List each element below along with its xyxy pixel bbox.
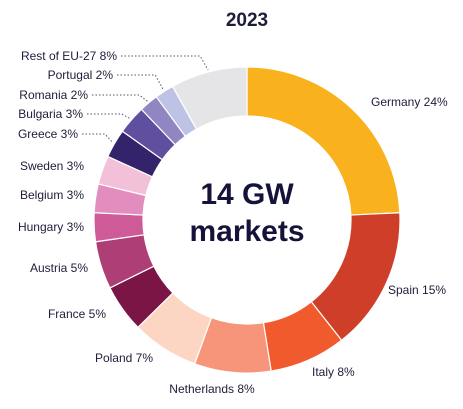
leader-romania-2	[92, 94, 148, 102]
slice-rest-of-eu-27-8	[171, 66, 248, 130]
label-netherlands-8: Netherlands 8%	[169, 382, 255, 396]
label-france-5: France 5%	[48, 307, 106, 321]
label-spain-15: Spain 15%	[388, 283, 446, 297]
slice-labels: Germany 24% Spain 15% Italy 8% Netherlands …	[18, 49, 448, 396]
label-austria-5: Austria 5%	[30, 261, 88, 275]
leader-lines	[82, 55, 209, 143]
label-bulgaria-3: Bulgaria 3%	[18, 107, 83, 121]
label-romania-2: Romania 2%	[19, 88, 88, 102]
label-italy-8: Italy 8%	[312, 365, 355, 379]
leader-bulgaria-3	[87, 113, 131, 119]
leader-rest-of-eu-27-8	[121, 55, 209, 71]
label-poland-7: Poland 7%	[95, 351, 153, 365]
label-rest-of-eu-27-8: Rest of EU-27 8%	[21, 49, 117, 63]
label-hungary-3: Hungary 3%	[18, 220, 84, 234]
leader-portugal-2	[117, 74, 164, 90]
label-portugal-2: Portugal 2%	[48, 68, 114, 82]
label-germany-24: Germany 24%	[371, 95, 448, 109]
donut-slices	[93, 66, 401, 374]
label-greece-3: Greece 3%	[18, 127, 78, 141]
label-sweden-3: Sweden 3%	[20, 159, 84, 173]
leader-greece-3	[82, 133, 114, 143]
center-label-line-1: 14 GW	[200, 178, 294, 211]
label-belgium-3: Belgium 3%	[20, 188, 84, 202]
chart-title: 2023	[226, 10, 268, 31]
center-label-line-2: markets	[189, 215, 304, 248]
